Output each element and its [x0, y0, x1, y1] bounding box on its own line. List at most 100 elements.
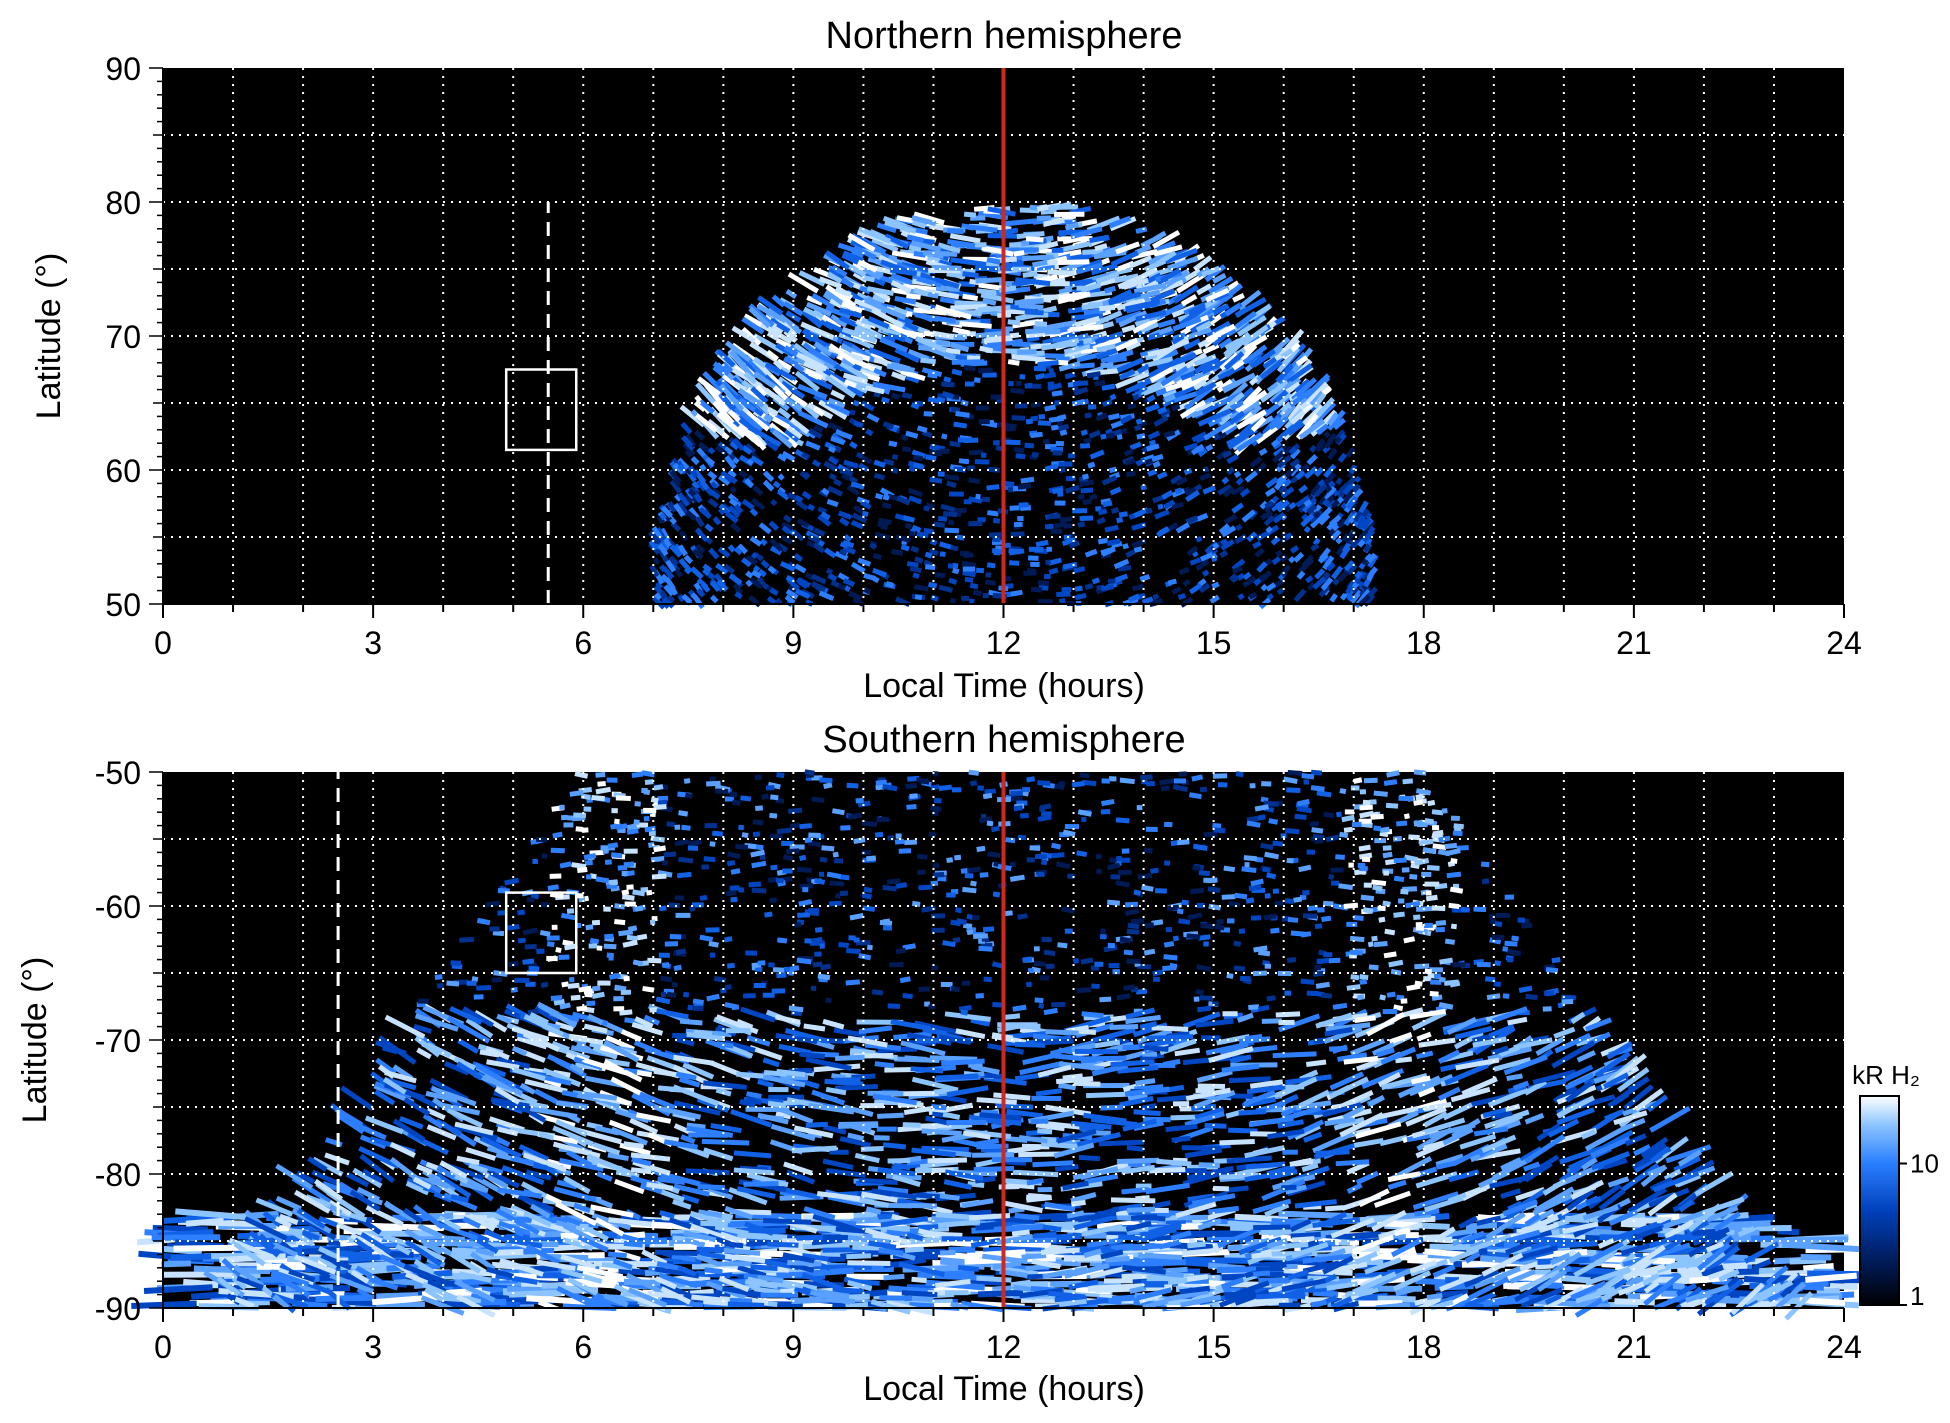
emission-streak — [1218, 411, 1234, 426]
emission-streak — [1024, 382, 1033, 389]
emission-streak — [682, 442, 696, 457]
emission-streak — [653, 592, 663, 601]
emission-streak — [1033, 960, 1046, 967]
emission-streak — [1170, 501, 1184, 510]
emission-streak — [888, 440, 898, 448]
emission-streak — [975, 993, 984, 999]
south-panel: Southern hemisphere 0 3 6 9 12 15 18 21 24 -90-8… — [16, 719, 1879, 1408]
emission-streak — [1164, 821, 1173, 828]
emission-streak — [781, 450, 796, 462]
emission-streak — [1038, 1003, 1045, 1009]
emission-streak — [1037, 580, 1050, 586]
x-tick-label: 9 — [784, 625, 802, 661]
emission-streak — [1100, 433, 1107, 440]
emission-streak — [1080, 487, 1094, 494]
emission-streak — [823, 547, 837, 559]
emission-streak — [817, 514, 832, 527]
emission-streak — [1084, 412, 1092, 419]
emission-streak — [1313, 483, 1328, 498]
emission-streak — [874, 492, 884, 500]
emission-streak — [966, 929, 974, 936]
emission-streak — [812, 542, 826, 554]
emission-streak — [677, 501, 690, 517]
emission-streak — [1044, 573, 1051, 580]
emission-streak — [702, 568, 711, 576]
emission-streak — [825, 400, 851, 417]
emission-streak — [880, 396, 890, 404]
emission-streak — [1328, 957, 1341, 964]
emission-streak — [799, 470, 810, 481]
emission-streak — [1009, 242, 1022, 248]
emission-streak — [1314, 466, 1325, 477]
emission-streak — [1069, 324, 1104, 332]
emission-streak — [889, 962, 904, 968]
emission-streak — [796, 518, 810, 529]
emission-streak — [1050, 424, 1059, 431]
emission-streak — [1226, 453, 1239, 465]
emission-streak — [673, 502, 686, 518]
emission-streak — [1193, 996, 1200, 1002]
emission-streak — [1371, 935, 1378, 942]
emission-streak — [1010, 387, 1025, 395]
emission-streak — [746, 458, 754, 466]
emission-streak — [981, 496, 991, 503]
emission-streak — [967, 465, 975, 471]
emission-streak — [729, 486, 737, 494]
emission-streak — [1115, 371, 1151, 389]
emission-streak — [1104, 524, 1119, 533]
emission-streak — [1031, 451, 1039, 458]
emission-streak — [1221, 894, 1236, 900]
emission-streak — [900, 544, 910, 552]
emission-streak — [1309, 444, 1318, 453]
emission-streak — [1125, 549, 1136, 558]
emission-streak — [1323, 439, 1334, 450]
emission-streak — [597, 980, 611, 986]
emission-streak — [768, 1087, 789, 1093]
emission-streak — [901, 392, 913, 399]
emission-streak — [679, 530, 689, 542]
emission-streak — [1047, 382, 1063, 392]
emission-streak — [1234, 297, 1267, 318]
emission-streak — [1772, 1236, 1849, 1244]
emission-streak — [879, 1295, 913, 1301]
emission-streak — [852, 399, 860, 407]
emission-streak — [830, 435, 846, 446]
emission-streak — [1323, 952, 1333, 958]
emission-streak — [1220, 525, 1237, 538]
emission-streak — [1242, 576, 1257, 588]
emission-streak — [887, 1158, 910, 1164]
emission-streak — [1286, 956, 1297, 963]
emission-streak — [872, 552, 883, 561]
emission-streak — [1188, 583, 1203, 595]
emission-streak — [923, 411, 933, 417]
emission-streak — [1107, 413, 1120, 421]
emission-streak — [693, 429, 706, 441]
emission-streak — [1326, 562, 1336, 572]
emission-streak — [1058, 781, 1066, 787]
emission-streak — [984, 579, 996, 586]
emission-streak — [702, 370, 725, 394]
emission-streak — [972, 589, 982, 597]
emission-streak — [1109, 393, 1117, 401]
emission-streak — [927, 581, 938, 589]
emission-streak — [1041, 936, 1052, 943]
emission-streak — [1157, 318, 1176, 329]
emission-streak — [890, 272, 914, 286]
emission-streak — [766, 406, 779, 417]
emission-streak — [1107, 578, 1116, 585]
emission-streak — [674, 493, 683, 502]
emission-streak — [811, 293, 836, 310]
emission-streak — [1330, 565, 1344, 580]
emission-streak — [1201, 569, 1210, 577]
emission-streak — [944, 527, 959, 534]
emission-streak — [551, 924, 558, 930]
emission-streak — [750, 497, 766, 511]
emission-streak — [688, 507, 701, 521]
emission-streak — [941, 381, 955, 388]
emission-streak — [964, 873, 974, 879]
emission-streak — [960, 550, 970, 557]
emission-streak — [723, 446, 734, 456]
emission-streak — [691, 480, 701, 490]
emission-streak — [741, 498, 755, 511]
emission-streak — [1033, 365, 1047, 372]
